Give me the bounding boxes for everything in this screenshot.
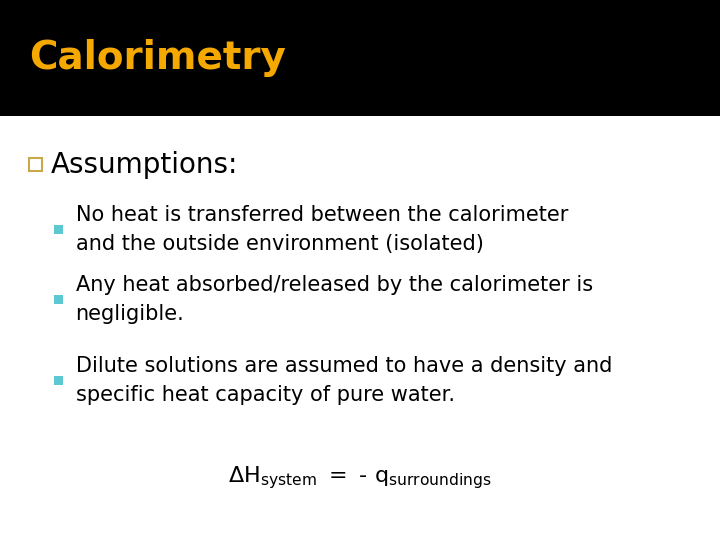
Text: Assumptions:: Assumptions: [50, 151, 238, 179]
Text: $\mathsf{\Delta H}_{\mathsf{system}}\mathsf{\ =\ \text{-}\ q}_{\mathsf{surroundi: $\mathsf{\Delta H}_{\mathsf{system}}\mat… [228, 464, 492, 491]
Text: Any heat absorbed/released by the calorimeter is
negligible.: Any heat absorbed/released by the calori… [76, 275, 593, 324]
Text: Calorimetry: Calorimetry [29, 39, 286, 77]
Bar [54, 225, 63, 234]
Bar [0, 0, 720, 116]
Bar [54, 295, 63, 305]
Text: Dilute solutions are assumed to have a density and
specific heat capacity of pur: Dilute solutions are assumed to have a d… [76, 356, 612, 405]
Bar [54, 376, 63, 386]
Bar [29, 158, 42, 171]
Text: No heat is transferred between the calorimeter
and the outside environment (isol: No heat is transferred between the calor… [76, 205, 568, 254]
